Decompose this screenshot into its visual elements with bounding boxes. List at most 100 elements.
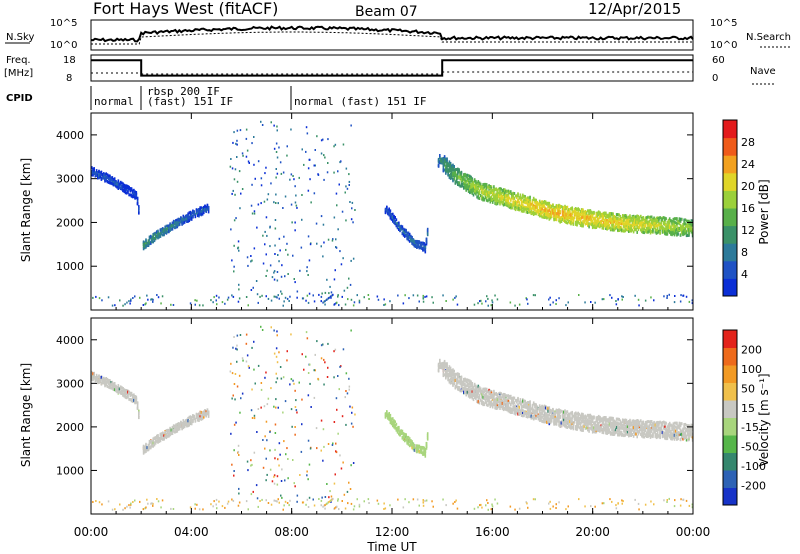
power-ground-cell <box>634 294 636 297</box>
power-cell <box>555 212 558 216</box>
power-cell <box>180 217 182 221</box>
power-ground-cell <box>122 304 124 307</box>
power-cell <box>457 176 459 180</box>
power-cell <box>129 187 132 191</box>
power-cell <box>678 218 681 222</box>
power-cell <box>197 209 199 213</box>
velocity-cell <box>522 405 524 409</box>
power-cell <box>583 220 585 224</box>
power-cell <box>408 232 411 236</box>
power-cell <box>201 208 204 211</box>
power-ground-cell <box>130 298 132 301</box>
power-cell <box>549 204 552 208</box>
power-noise-cell <box>299 269 301 272</box>
power-cell <box>549 216 552 220</box>
power-cell <box>475 186 477 190</box>
velocity-cell <box>180 424 182 428</box>
velocity-cell <box>499 407 501 410</box>
power-noise-cell <box>333 216 336 219</box>
power-noise-cell <box>232 295 235 298</box>
power-cell <box>473 185 476 189</box>
power-cell <box>138 211 140 215</box>
velocity-cell <box>518 405 520 409</box>
power-cell <box>618 218 620 222</box>
velocity-cell <box>490 391 493 395</box>
power-cell <box>577 219 579 223</box>
power-cell <box>535 210 537 214</box>
velocity-cell <box>151 440 153 444</box>
velocity-cell <box>505 403 507 406</box>
power-cell <box>550 214 553 218</box>
velocity-cell <box>453 377 455 381</box>
power-cell <box>448 166 451 170</box>
velocity-cell <box>145 449 147 453</box>
velocity-cell <box>396 429 399 432</box>
power-cell <box>510 205 512 209</box>
power-noise-cell <box>232 189 234 192</box>
power-cell <box>426 233 429 237</box>
power-cell <box>643 227 646 231</box>
power-cell <box>547 205 549 209</box>
power-cell <box>612 226 614 230</box>
power-cell <box>648 226 651 230</box>
velocity-cell <box>495 400 498 404</box>
power-ground-cell <box>245 296 248 298</box>
velocity-cell <box>518 411 520 415</box>
power-cell <box>548 215 551 219</box>
velocity-cell <box>103 378 105 382</box>
power-cell <box>181 218 183 222</box>
power-noise-cell <box>265 295 267 298</box>
power-cell <box>117 179 120 183</box>
power-noise-cell <box>277 202 279 205</box>
power-cell <box>671 221 673 225</box>
velocity-cell <box>407 442 410 446</box>
power-cell <box>668 226 671 229</box>
power-cell <box>646 219 648 222</box>
power-cell <box>489 191 492 194</box>
power-cell <box>649 217 652 221</box>
power-noise-cell <box>273 201 275 204</box>
power-cell <box>423 246 425 250</box>
power-cell <box>413 244 416 248</box>
power-cell <box>458 183 460 187</box>
power-cell <box>532 204 535 208</box>
power-cell <box>187 212 189 216</box>
velocity-cell <box>170 431 173 435</box>
power-ground-cell <box>150 298 152 301</box>
velocity-cell <box>441 364 443 368</box>
power-cell <box>594 223 596 227</box>
power-cell <box>404 228 406 232</box>
velocity-cell <box>138 411 140 415</box>
power-ground-cell <box>334 303 336 306</box>
power-cell <box>609 212 612 215</box>
power-cell <box>447 170 449 174</box>
power-cell <box>576 218 578 222</box>
power-cell <box>606 219 608 222</box>
velocity-cell <box>493 403 495 407</box>
power-noise-cell <box>265 166 267 169</box>
velocity-cell <box>528 405 530 409</box>
power-ground-cell <box>261 294 263 297</box>
velocity-cell <box>123 392 126 396</box>
velocity-cell <box>101 380 104 384</box>
velocity-cell <box>473 394 476 398</box>
velocity-cell <box>445 362 447 366</box>
power-cell <box>513 201 516 205</box>
power-cell <box>546 202 548 206</box>
power-cell <box>159 234 162 238</box>
velocity-cell <box>446 372 448 376</box>
power-noise-cell <box>307 189 310 192</box>
velocity-cell <box>160 435 163 439</box>
velocity-cell <box>473 384 476 388</box>
power-cell <box>661 230 664 234</box>
power-ground-cell <box>144 303 146 306</box>
power-cell <box>491 191 494 195</box>
power-cell <box>489 187 492 191</box>
power-cell <box>400 227 402 231</box>
power-cell <box>466 179 469 183</box>
power-cell <box>672 222 675 226</box>
power-cell <box>100 173 103 177</box>
power-cell <box>483 197 486 201</box>
velocity-cell <box>188 420 191 423</box>
power-cell <box>176 220 179 224</box>
